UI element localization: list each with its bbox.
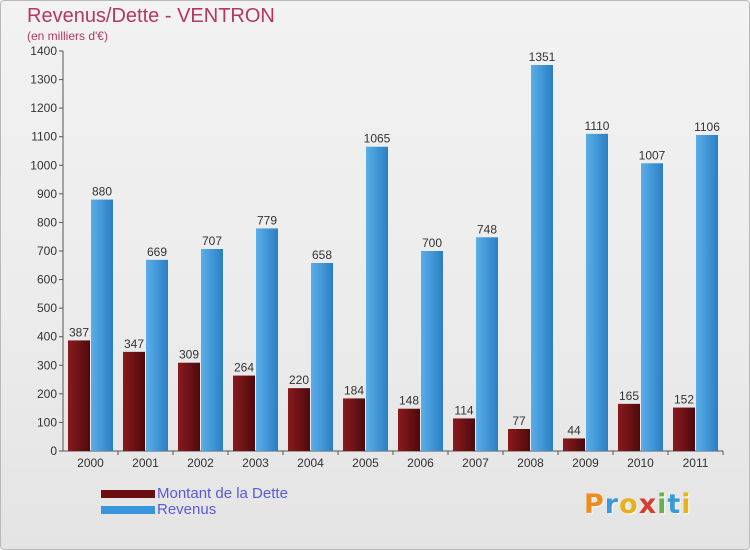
x-tick-label: 2002 xyxy=(187,456,214,470)
y-tick-label: 100 xyxy=(37,415,57,429)
data-label-revenus: 748 xyxy=(477,222,497,236)
data-label-revenus: 669 xyxy=(147,245,167,259)
bar-dette xyxy=(343,398,365,451)
data-label-dette: 77 xyxy=(512,414,526,428)
data-label-dette: 44 xyxy=(567,423,581,437)
x-tick-label: 2009 xyxy=(572,456,599,470)
x-tick-label: 2003 xyxy=(242,456,269,470)
y-tick-label: 200 xyxy=(37,387,57,401)
x-tick-label: 2005 xyxy=(352,456,379,470)
logo-letter: o xyxy=(619,489,639,520)
bar-revenus xyxy=(641,163,663,452)
data-label-revenus: 1351 xyxy=(529,50,556,64)
y-tick-label: 700 xyxy=(37,244,57,258)
data-label-dette: 347 xyxy=(124,337,144,351)
bar-revenus xyxy=(201,249,223,451)
bar-revenus xyxy=(476,237,498,451)
bar-revenus xyxy=(696,135,718,451)
y-tick-label: 900 xyxy=(37,187,57,201)
bar-dette xyxy=(288,388,310,451)
data-label-revenus: 658 xyxy=(312,248,332,262)
data-label-dette: 165 xyxy=(619,389,639,403)
bar-revenus xyxy=(366,146,388,451)
data-label-dette: 220 xyxy=(289,373,309,387)
bar-dette xyxy=(563,438,585,451)
data-label-revenus: 1110 xyxy=(585,119,610,133)
bar-dette xyxy=(673,407,695,451)
bar-dette xyxy=(233,375,255,451)
data-label-revenus: 707 xyxy=(202,234,222,248)
legend-label-dette: Montant de la Dette xyxy=(157,485,288,502)
data-label-dette: 148 xyxy=(399,394,419,408)
bar-dette xyxy=(178,362,200,451)
x-tick-label: 2007 xyxy=(462,456,489,470)
y-tick-label: 300 xyxy=(37,358,57,372)
bar-dette xyxy=(123,351,145,451)
data-label-dette: 309 xyxy=(179,348,199,362)
data-label-dette: 152 xyxy=(674,393,694,407)
bar-revenus xyxy=(311,263,333,451)
bar-dette xyxy=(398,408,420,451)
bar-dette xyxy=(508,429,530,451)
y-tick-label: 1200 xyxy=(30,101,57,115)
bar-dette xyxy=(68,340,90,451)
y-tick-label: 800 xyxy=(37,215,57,229)
bar-revenus xyxy=(586,133,608,451)
data-label-dette: 387 xyxy=(69,325,89,339)
logo-letter: x xyxy=(638,489,658,520)
bar-revenus xyxy=(256,228,278,451)
logo-letter: t xyxy=(667,489,682,520)
y-tick-label: 1000 xyxy=(30,158,57,172)
x-tick-label: 2010 xyxy=(627,456,654,470)
y-tick-label: 500 xyxy=(37,301,57,315)
data-label-dette: 114 xyxy=(454,403,473,417)
y-tick-label: 1300 xyxy=(30,73,57,87)
data-label-revenus: 880 xyxy=(92,185,112,199)
chart-title: Revenus/Dette - VENTRON xyxy=(27,5,275,27)
data-label-dette: 184 xyxy=(344,383,364,397)
legend-swatch-revenus xyxy=(101,506,155,514)
proxiti-logo: Proxiti xyxy=(584,489,692,520)
bar-dette xyxy=(453,418,475,451)
bar-revenus xyxy=(91,199,113,451)
data-label-dette: 264 xyxy=(234,361,254,375)
data-label-revenus: 779 xyxy=(257,213,277,227)
data-label-revenus: 700 xyxy=(422,236,442,250)
bar-revenus xyxy=(146,259,168,451)
y-tick-label: 0 xyxy=(50,444,57,458)
bar-revenus xyxy=(531,65,553,451)
data-label-revenus: 1007 xyxy=(639,148,666,162)
y-tick-label: 1100 xyxy=(31,130,57,144)
logo-letter: r xyxy=(604,489,620,520)
y-tick-label: 600 xyxy=(37,273,57,287)
x-tick-label: 2001 xyxy=(132,456,159,470)
legend-label-revenus: Revenus xyxy=(157,501,217,518)
bar-dette xyxy=(618,403,640,451)
logo-letter: P xyxy=(584,489,605,520)
data-label-revenus: 1065 xyxy=(364,132,391,146)
chart-subtitle: (en milliers d'€) xyxy=(27,29,108,43)
x-tick-label: 2011 xyxy=(683,456,709,470)
x-tick-label: 2004 xyxy=(297,456,324,470)
y-tick-label: 1400 xyxy=(30,44,57,58)
x-tick-label: 2006 xyxy=(407,456,434,470)
bar-revenus xyxy=(421,251,443,451)
legend-swatch-dette xyxy=(101,490,155,498)
logo-letter: i xyxy=(681,489,692,520)
x-tick-label: 2008 xyxy=(517,456,544,470)
y-tick-label: 400 xyxy=(37,330,57,344)
logo-letter: i xyxy=(657,489,668,520)
data-label-revenus: 1106 xyxy=(694,120,720,134)
x-tick-label: 2000 xyxy=(77,456,104,470)
